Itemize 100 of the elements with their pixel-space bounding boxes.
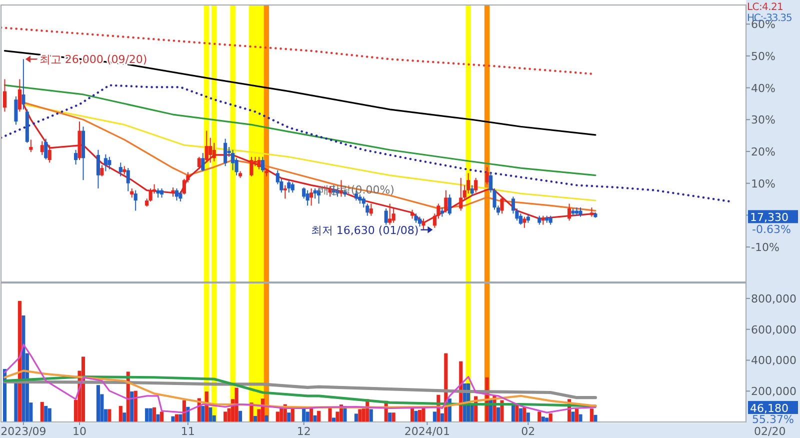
candlestick [29,139,33,153]
bar [208,407,212,422]
bar [432,412,436,422]
candlestick [126,168,130,192]
bar [328,406,332,422]
bar [538,412,542,422]
candlestick [178,190,182,202]
bar [14,382,18,422]
x-tick-label: 10 [72,425,87,438]
candlestick [287,180,291,194]
x-tick-label: 12 [296,425,311,438]
annotation: 최저 16,630 (01/08) [310,224,419,237]
candlestick [578,206,582,218]
line-series [4,370,596,408]
line-series [4,84,596,176]
bar [156,414,160,422]
bar [224,412,228,422]
candlestick [440,206,444,218]
candlestick [448,194,452,216]
bar [253,416,258,422]
text: 55.37% [752,413,794,426]
candlestick [283,184,287,200]
candlestick [48,144,52,164]
text: 02/20 [754,425,786,438]
bar [574,408,579,422]
line-series [3,380,597,400]
candlestick [118,162,122,177]
bar [287,412,291,422]
bar [392,412,396,422]
candlestick [224,138,228,167]
bar [332,418,336,422]
candlestick [485,166,489,185]
bar [134,390,138,422]
bar [518,408,522,422]
candlestick [134,190,138,212]
y-tick-label: 40% [751,82,776,95]
y-tick-label: 10% [751,177,776,190]
bar [545,418,549,422]
bar [578,414,582,422]
candlestick [22,58,26,110]
candlestick [257,156,261,170]
candlestick [474,177,478,194]
line-series [1,84,732,203]
candlestick [444,190,448,214]
text: LC:4.21 [747,2,784,13]
bar [48,408,52,422]
x-tick-label: 11 [180,425,195,438]
bar [440,413,444,422]
candlestick [418,216,422,228]
bar [234,388,238,422]
bar [354,414,358,422]
bar [160,412,164,422]
bar [594,414,598,422]
candlestick [174,188,178,201]
bar [358,409,362,422]
bar [541,416,545,422]
y-tick-label: 200,000 [751,385,796,398]
x-tick-label: 2023/09 [0,425,46,438]
candlestick [2,78,7,112]
bar [276,412,280,422]
candlestick [40,140,44,156]
candlestick [414,213,418,224]
y-tick-label: 30% [751,114,776,127]
bar [44,406,48,422]
bar [108,409,112,422]
bar [40,402,44,422]
candlestick [201,152,205,172]
candlestick [100,164,104,177]
candlestick [197,156,201,170]
y-tick-label: -10% [751,240,780,254]
y-tick-label: 50% [751,50,776,63]
text: -0.63% [752,223,791,236]
x-tick-label: 02 [521,425,536,438]
bar [96,385,100,422]
candlestick [459,177,463,212]
candlestick [212,142,216,162]
candlestick [500,196,504,214]
bar [317,410,321,422]
bar [118,406,122,422]
bar [369,409,373,422]
candlestick [156,188,160,198]
y-tick-label: 20% [751,145,776,158]
candlestick [130,188,134,198]
y-tick-label: 800,000 [751,292,796,306]
candlestick [313,188,317,200]
bar [522,407,526,422]
bar [571,412,575,422]
bar [590,408,594,422]
bar [122,412,126,422]
candlestick [260,156,264,173]
bar [414,410,418,422]
candlestick [44,138,48,160]
candlestick [160,188,164,198]
candlestick [96,149,100,189]
candlestick [470,184,474,196]
bar [526,412,530,422]
candlestick [384,208,388,226]
bar [388,412,392,422]
text: 46,180 [750,402,788,415]
line-series [4,344,596,414]
